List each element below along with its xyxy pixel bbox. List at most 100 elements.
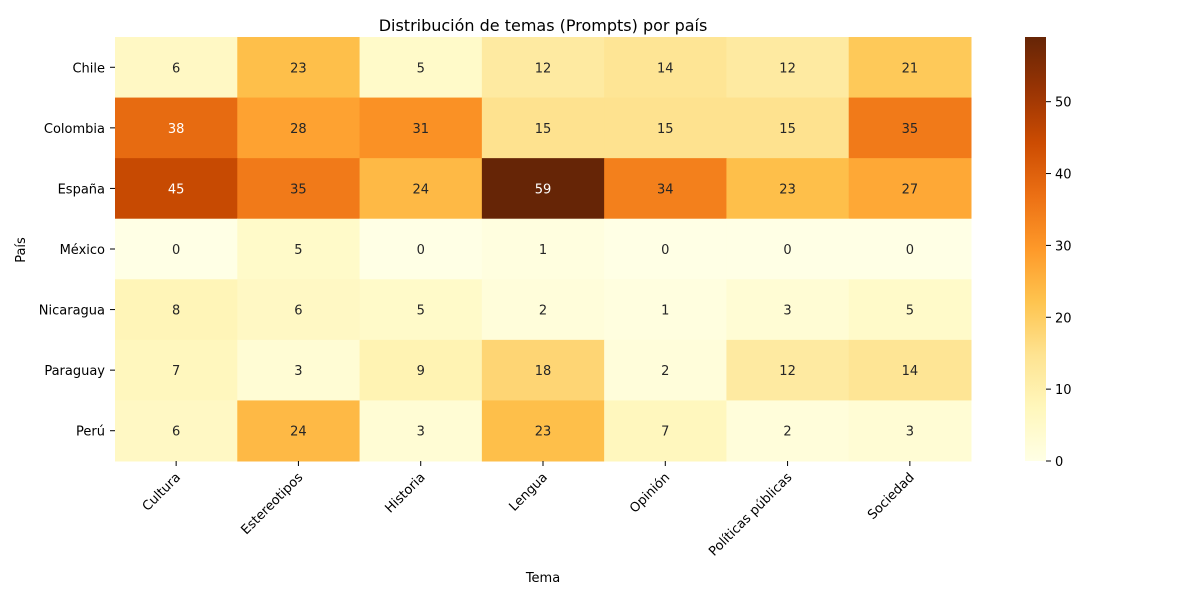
x-tick-label: Sociedad <box>865 470 918 523</box>
heatmap-cell <box>604 339 727 401</box>
cell-value-label: 35 <box>290 182 307 197</box>
cell-value-label: 6 <box>294 304 302 319</box>
y-axis: Chile Colombia España México Nicaragua Paragu… <box>39 61 115 440</box>
cell-value-label: 18 <box>535 364 552 379</box>
cell-value-label: 3 <box>906 425 914 440</box>
heatmap-cell <box>481 37 605 99</box>
heatmap-cell <box>604 279 727 341</box>
x-tick-label: Lengua <box>506 470 550 514</box>
x-tick-label: Historia <box>382 470 428 516</box>
heatmap-cell <box>237 279 361 341</box>
cell-value-label: 23 <box>535 425 552 440</box>
cell-value-label: 2 <box>783 425 791 440</box>
heatmap-cell <box>481 400 605 462</box>
cell-value-label: 27 <box>902 182 919 197</box>
cell-value-label: 14 <box>902 364 919 379</box>
heatmap-cell <box>359 37 483 99</box>
cell-value-label: 3 <box>294 364 302 379</box>
y-tick-label: Paraguay <box>44 364 105 379</box>
colorbar-tick-label: 20 <box>1055 311 1072 326</box>
heatmap-cell <box>115 97 238 159</box>
cell-value-label: 7 <box>661 425 669 440</box>
heatmap-cell <box>237 339 361 401</box>
cell-value-label: 0 <box>906 243 914 258</box>
cell-value-label: 6 <box>172 61 180 76</box>
chart-title: Distribución de temas (Prompts) por país <box>379 16 708 35</box>
cell-value-label: 15 <box>657 122 674 137</box>
colorbar-tick-label: 50 <box>1055 96 1072 111</box>
heatmap-cell <box>115 400 238 462</box>
heatmap-cell <box>726 279 850 341</box>
colorbar-tick-label: 40 <box>1055 168 1072 183</box>
y-tick-label: Colombia <box>44 122 105 137</box>
cell-value-label: 5 <box>294 243 302 258</box>
y-tick-label: Nicaragua <box>39 304 105 319</box>
heatmap-cells <box>115 37 972 462</box>
heatmap-cell <box>604 400 727 462</box>
colorbar-tick-label: 0 <box>1055 455 1063 470</box>
cell-value-label: 1 <box>661 304 669 319</box>
heatmap-cell <box>237 97 361 159</box>
heatmap-cell <box>115 279 238 341</box>
x-tick-label: Cultura <box>140 470 184 514</box>
heatmap-cell <box>481 218 605 280</box>
cell-value-label: 24 <box>290 425 307 440</box>
cell-value-label: 2 <box>539 304 547 319</box>
cell-value-label: 34 <box>657 182 674 197</box>
heatmap-cell <box>359 339 483 401</box>
cell-value-label: 5 <box>417 304 425 319</box>
cell-value-label: 0 <box>172 243 180 258</box>
heatmap-cell <box>604 218 727 280</box>
cell-value-label: 23 <box>290 61 307 76</box>
heatmap-cell <box>481 339 605 401</box>
cell-value-label: 24 <box>412 182 429 197</box>
colorbar-tick-label: 10 <box>1055 383 1072 398</box>
heatmap-cell <box>481 279 605 341</box>
cell-value-label: 31 <box>412 122 429 137</box>
cell-value-label: 14 <box>657 61 674 76</box>
heatmap-cell <box>237 218 361 280</box>
cell-value-label: 38 <box>168 122 185 137</box>
heatmap-cell <box>115 218 238 280</box>
heatmap-cell <box>726 339 850 401</box>
colorbar: 0 10 20 30 40 50 <box>1025 37 1072 470</box>
cell-value-label: 12 <box>535 61 552 76</box>
heatmap-cell <box>359 158 483 220</box>
heatmap-cell <box>848 158 972 220</box>
heatmap-cell <box>604 37 727 99</box>
cell-value-label: 23 <box>779 182 796 197</box>
x-tick-label: Opinión <box>627 470 673 516</box>
cell-value-label: 0 <box>417 243 425 258</box>
cell-value-label: 45 <box>168 182 185 197</box>
heatmap-cell <box>726 400 850 462</box>
heatmap-cell <box>848 339 972 401</box>
heatmap-cell <box>604 97 727 159</box>
heatmap-cell <box>848 97 972 159</box>
y-tick-label: México <box>60 243 105 258</box>
cell-value-label: 8 <box>172 304 180 319</box>
x-axis-label: Tema <box>525 571 560 586</box>
cell-value-label: 0 <box>783 243 791 258</box>
cell-value-label: 12 <box>779 364 796 379</box>
heatmap-cell <box>115 158 238 220</box>
y-tick-label: Chile <box>72 61 105 76</box>
cell-value-label: 5 <box>417 61 425 76</box>
x-tick-label: Estereotipos <box>239 470 307 538</box>
cell-value-label: 12 <box>779 61 796 76</box>
y-axis-label: País <box>14 237 29 263</box>
cell-value-label: 1 <box>539 243 547 258</box>
cell-value-label: 2 <box>661 364 669 379</box>
cell-value-label: 0 <box>661 243 669 258</box>
heatmap-cell <box>604 158 727 220</box>
heatmap-cell <box>848 400 972 462</box>
y-tick-label: Perú <box>76 425 105 440</box>
cell-value-label: 15 <box>535 122 552 137</box>
cell-value-label: 15 <box>779 122 796 137</box>
heatmap-cell <box>726 37 850 99</box>
cell-value-label: 5 <box>906 304 914 319</box>
heatmap-cell <box>115 339 238 401</box>
cell-value-label: 9 <box>417 364 425 379</box>
